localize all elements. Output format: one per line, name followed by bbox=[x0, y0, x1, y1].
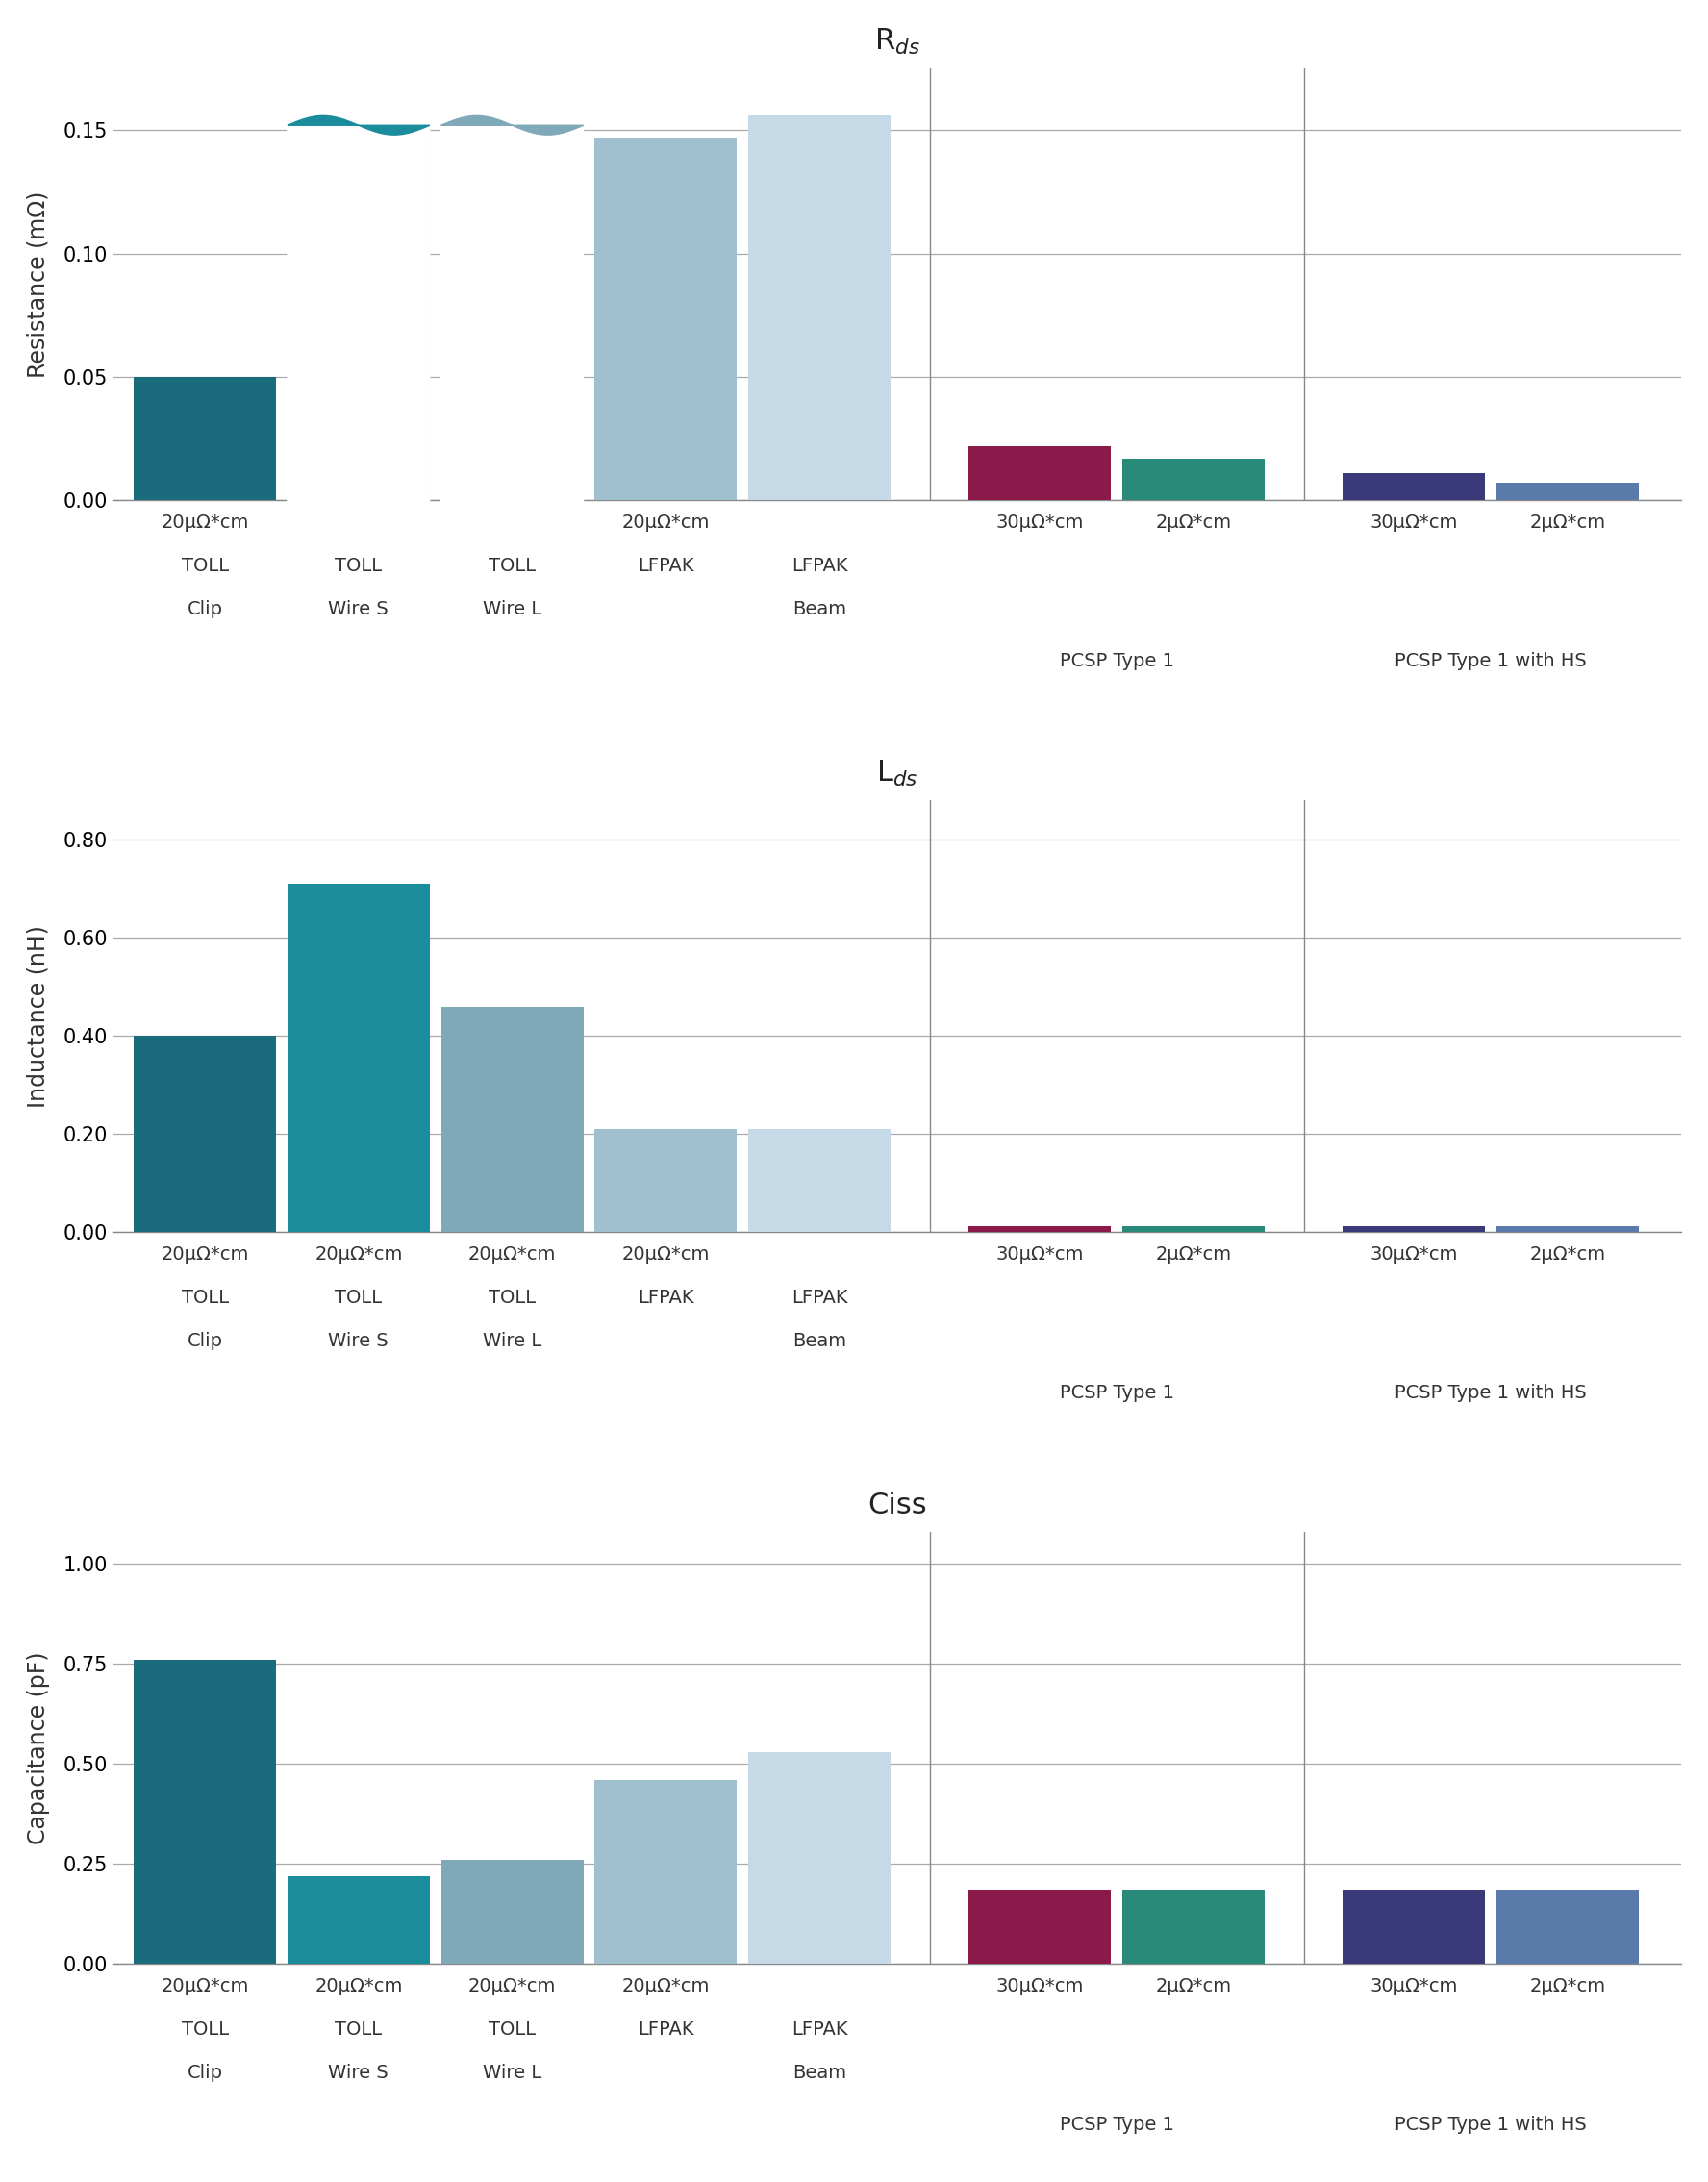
Title: R$_{ds}$: R$_{ds}$ bbox=[874, 26, 921, 57]
Polygon shape bbox=[441, 111, 584, 543]
Text: PCSP Type 1: PCSP Type 1 bbox=[1059, 2114, 1173, 2134]
Title: Ciss: Ciss bbox=[868, 1490, 926, 1519]
Bar bbox=[968, 1890, 1110, 1964]
Text: Beam: Beam bbox=[793, 600, 847, 618]
Bar bbox=[748, 1752, 890, 1964]
Text: Wire L: Wire L bbox=[483, 600, 541, 618]
Text: TOLL: TOLL bbox=[488, 2021, 536, 2038]
Bar bbox=[1496, 1890, 1638, 1964]
Text: 20μΩ*cm: 20μΩ*cm bbox=[161, 1977, 249, 1994]
Y-axis label: Capacitance (pF): Capacitance (pF) bbox=[27, 1652, 50, 1844]
Text: Beam: Beam bbox=[793, 2064, 847, 2082]
Title: L$_{ds}$: L$_{ds}$ bbox=[876, 759, 917, 788]
Text: TOLL: TOLL bbox=[181, 1287, 229, 1307]
Text: 20μΩ*cm: 20μΩ*cm bbox=[314, 1246, 403, 1263]
Text: Wire S: Wire S bbox=[328, 600, 389, 618]
Y-axis label: Inductance (nH): Inductance (nH) bbox=[27, 925, 50, 1108]
Text: LFPAK: LFPAK bbox=[791, 556, 847, 574]
Text: LFPAK: LFPAK bbox=[637, 1287, 693, 1307]
Text: TOLL: TOLL bbox=[335, 1287, 383, 1307]
Bar bbox=[1342, 1890, 1484, 1964]
Text: 30μΩ*cm: 30μΩ*cm bbox=[1370, 1246, 1459, 1263]
Text: 20μΩ*cm: 20μΩ*cm bbox=[468, 513, 557, 532]
Text: TOLL: TOLL bbox=[181, 2021, 229, 2038]
Text: 2μΩ*cm: 2μΩ*cm bbox=[1155, 1977, 1231, 1994]
Text: TOLL: TOLL bbox=[335, 2021, 383, 2038]
Bar bbox=[1496, 482, 1638, 500]
Text: Wire S: Wire S bbox=[328, 1331, 389, 1351]
Text: Clip: Clip bbox=[188, 1331, 222, 1351]
Text: PCSP Type 1 with HS: PCSP Type 1 with HS bbox=[1395, 2114, 1587, 2134]
Bar bbox=[441, 1006, 584, 1233]
Bar bbox=[287, 884, 430, 1233]
Text: Wire L: Wire L bbox=[483, 2064, 541, 2082]
Bar bbox=[1122, 1890, 1264, 1964]
Bar bbox=[287, 1877, 430, 1964]
Text: 20μΩ*cm: 20μΩ*cm bbox=[622, 513, 711, 532]
Text: 2μΩ*cm: 2μΩ*cm bbox=[1155, 513, 1231, 532]
Text: PCSP Type 1 with HS: PCSP Type 1 with HS bbox=[1395, 1383, 1587, 1401]
Bar bbox=[748, 116, 890, 500]
Bar bbox=[594, 1128, 736, 1233]
Text: 30μΩ*cm: 30μΩ*cm bbox=[996, 1977, 1085, 1994]
Bar bbox=[1342, 1226, 1484, 1233]
Text: TOLL: TOLL bbox=[335, 556, 383, 574]
Text: 30μΩ*cm: 30μΩ*cm bbox=[1370, 1977, 1459, 1994]
Text: 30μΩ*cm: 30μΩ*cm bbox=[996, 1246, 1085, 1263]
Text: 20μΩ*cm: 20μΩ*cm bbox=[468, 1246, 557, 1263]
Text: LFPAK: LFPAK bbox=[637, 556, 693, 574]
Y-axis label: Resistance (mΩ): Resistance (mΩ) bbox=[27, 192, 50, 377]
Bar bbox=[1122, 458, 1264, 500]
Text: 2μΩ*cm: 2μΩ*cm bbox=[1529, 513, 1606, 532]
Bar bbox=[133, 1661, 277, 1964]
Text: 20μΩ*cm: 20μΩ*cm bbox=[622, 1977, 711, 1994]
Text: PCSP Type 1: PCSP Type 1 bbox=[1059, 1383, 1173, 1401]
Text: 20μΩ*cm: 20μΩ*cm bbox=[468, 1977, 557, 1994]
Bar bbox=[1496, 1226, 1638, 1233]
Text: 2μΩ*cm: 2μΩ*cm bbox=[1529, 1977, 1606, 1994]
Text: TOLL: TOLL bbox=[488, 556, 536, 574]
Text: Wire L: Wire L bbox=[483, 1331, 541, 1351]
Text: LFPAK: LFPAK bbox=[637, 2021, 693, 2038]
Text: 20μΩ*cm: 20μΩ*cm bbox=[161, 1246, 249, 1263]
Text: Beam: Beam bbox=[793, 1331, 847, 1351]
Bar bbox=[133, 377, 277, 500]
Bar bbox=[441, 1859, 584, 1964]
Text: PCSP Type 1: PCSP Type 1 bbox=[1059, 652, 1173, 670]
Polygon shape bbox=[287, 111, 430, 543]
Bar bbox=[968, 445, 1110, 500]
Text: TOLL: TOLL bbox=[181, 556, 229, 574]
Text: Clip: Clip bbox=[188, 2064, 222, 2082]
Text: 20μΩ*cm: 20μΩ*cm bbox=[161, 513, 249, 532]
Text: 2μΩ*cm: 2μΩ*cm bbox=[1529, 1246, 1606, 1263]
Text: 20μΩ*cm: 20μΩ*cm bbox=[314, 1977, 403, 1994]
Text: 2μΩ*cm: 2μΩ*cm bbox=[1155, 1246, 1231, 1263]
Text: 30μΩ*cm: 30μΩ*cm bbox=[996, 513, 1085, 532]
Bar bbox=[748, 1128, 890, 1233]
Text: 20μΩ*cm: 20μΩ*cm bbox=[622, 1246, 711, 1263]
Bar bbox=[287, 124, 430, 500]
Bar bbox=[594, 1781, 736, 1964]
Text: LFPAK: LFPAK bbox=[791, 2021, 847, 2038]
Bar bbox=[133, 1036, 277, 1233]
Text: 20μΩ*cm: 20μΩ*cm bbox=[314, 513, 403, 532]
Bar bbox=[968, 1226, 1110, 1233]
Text: Wire S: Wire S bbox=[328, 2064, 389, 2082]
Polygon shape bbox=[441, 116, 584, 135]
Bar bbox=[1342, 473, 1484, 500]
Bar bbox=[1122, 1226, 1264, 1233]
Bar bbox=[594, 137, 736, 500]
Polygon shape bbox=[287, 116, 430, 135]
Text: PCSP Type 1 with HS: PCSP Type 1 with HS bbox=[1395, 652, 1587, 670]
Text: LFPAK: LFPAK bbox=[791, 1287, 847, 1307]
Text: Clip: Clip bbox=[188, 600, 222, 618]
Text: 30μΩ*cm: 30μΩ*cm bbox=[1370, 513, 1459, 532]
Text: TOLL: TOLL bbox=[488, 1287, 536, 1307]
Bar bbox=[441, 124, 584, 500]
